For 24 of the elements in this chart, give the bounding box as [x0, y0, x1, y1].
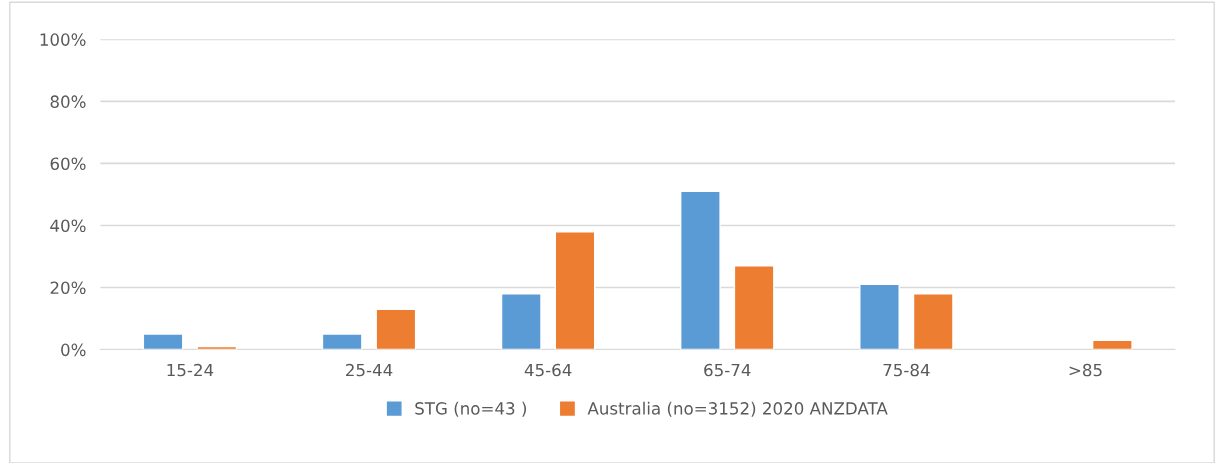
x-tick-label: 45-64: [524, 363, 572, 377]
y-tick-label: 40%: [50, 219, 86, 233]
x-tick-label: >85: [1069, 363, 1102, 377]
bar: [859, 283, 900, 350]
y-tick-label: 60%: [50, 157, 86, 171]
bar: [554, 230, 596, 350]
x-tick-label: 75-84: [883, 363, 930, 377]
bar: [1091, 339, 1133, 350]
bar: [679, 190, 721, 350]
y-tick-label: 0%: [61, 343, 86, 357]
x-tick-label: 15-24: [167, 363, 214, 377]
x-tick-label: 65-74: [704, 363, 751, 377]
legend-label: Australia (no=3152) 2020 ANZDATA: [587, 401, 888, 417]
bar: [142, 333, 184, 350]
y-tick-label: 20%: [50, 281, 86, 295]
bar: [733, 265, 775, 350]
bar: [500, 293, 542, 350]
bar: [321, 333, 363, 350]
legend-label: STG (no=43 ): [415, 401, 527, 417]
bar: [912, 293, 954, 350]
bar: [375, 308, 417, 350]
y-tick-label: 80%: [50, 95, 86, 108]
x-tick-label: 25-44: [346, 363, 393, 377]
y-tick-label: 100%: [40, 33, 86, 46]
